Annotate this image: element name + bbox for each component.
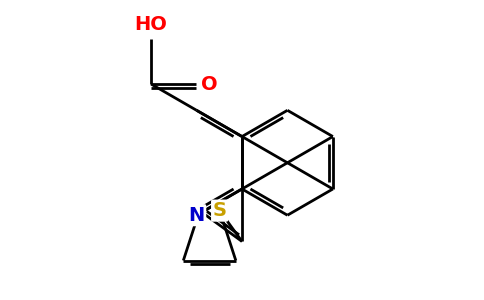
Text: HO: HO — [135, 15, 167, 34]
Text: S: S — [212, 201, 227, 220]
Text: N: N — [188, 206, 205, 225]
Text: O: O — [201, 75, 218, 94]
